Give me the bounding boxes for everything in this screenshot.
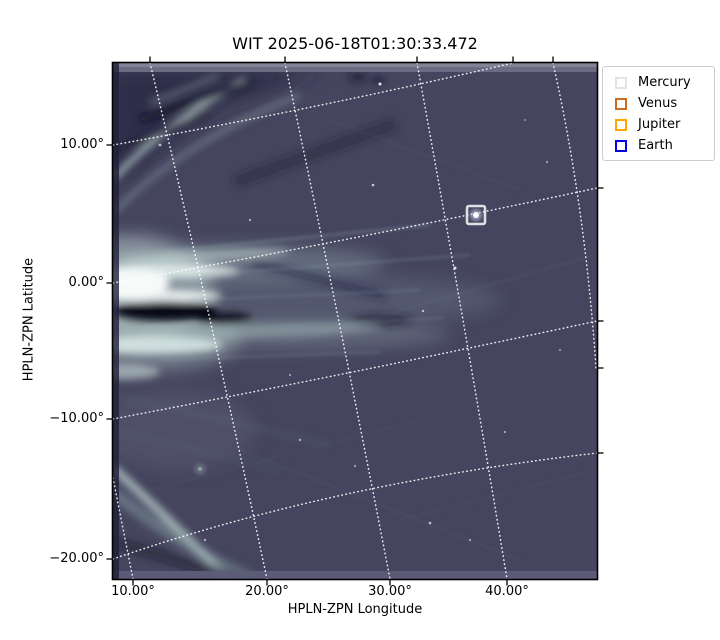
earth-legend-marker-icon (615, 139, 627, 152)
legend-item-venus: Venus (603, 93, 714, 114)
coordinate-grid (113, 63, 597, 579)
wispr-image (113, 63, 597, 579)
legend-item-jupiter: Jupiter (603, 114, 714, 135)
legend-label: Earth (638, 137, 673, 153)
gridline-lat-m20 (113, 452, 597, 560)
legend: Mercury Venus Jupiter Earth (602, 66, 715, 161)
ytick-label-10: 10.00° (60, 137, 104, 152)
x-axis-label: HPLN-ZPN Longitude (287, 602, 423, 617)
jupiter-legend-marker-icon (615, 118, 627, 131)
axis-ticks (106, 56, 604, 586)
gridline-lon-50 (552, 63, 597, 369)
legend-label: Jupiter (638, 116, 681, 132)
xtick-label-20: 20.00° (245, 584, 289, 599)
ytick-label-m10: −10.00° (49, 411, 104, 426)
legend-item-mercury: Mercury (603, 72, 714, 93)
legend-item-earth: Earth (603, 135, 714, 156)
legend-label: Mercury (638, 74, 691, 90)
legend-label: Venus (638, 95, 678, 111)
ytick-label-0: 0.00° (68, 275, 104, 290)
mercury-marker (465, 204, 487, 226)
gridline-lat-10 (113, 63, 514, 146)
xtick-label-40: 40.00° (485, 584, 529, 599)
mercury-point (473, 212, 479, 218)
star-points (158, 82, 562, 542)
venus-legend-marker-icon (615, 97, 627, 110)
gridline-lat-0 (113, 187, 597, 284)
xtick-label-30: 30.00° (368, 584, 412, 599)
ytick-label-m20: −20.00° (49, 551, 104, 566)
mercury-legend-marker-icon (615, 76, 627, 89)
y-axis-label: HPLN-ZPN Latitude (21, 257, 37, 382)
gridline-lon-20 (149, 63, 268, 579)
gridline-lon-10 (113, 477, 134, 579)
gridline-lon-30 (284, 63, 391, 579)
gridline-lat-m10 (113, 320, 597, 420)
xtick-label-10: 10.00° (111, 584, 155, 599)
page-title: WIT 2025-06-18T01:30:33.472 (232, 34, 478, 53)
